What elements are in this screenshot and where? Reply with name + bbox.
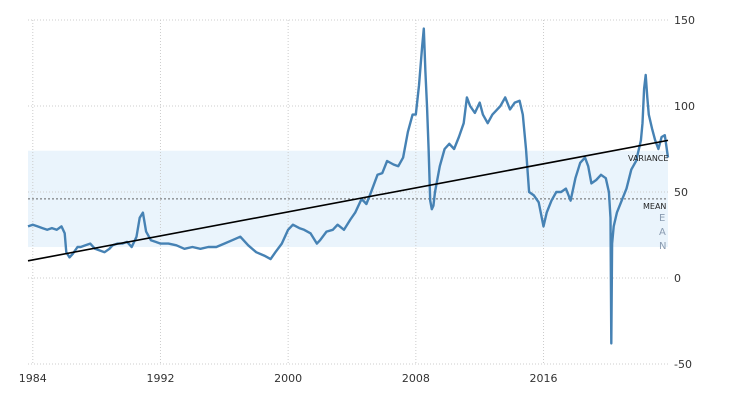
y-tick-label: 150 (674, 14, 695, 27)
variance-label: VARIANCE (628, 154, 668, 163)
y-tick-label: 0 (674, 272, 681, 285)
x-tick-label: 2016 (530, 372, 558, 385)
mean-label: MEAN (643, 202, 666, 211)
x-tick-label: 2008 (402, 372, 430, 385)
y-tick-label: 50 (674, 186, 688, 199)
x-tick-label: 1992 (146, 372, 174, 385)
mean-vertical-letter: N (659, 241, 666, 252)
mean-vertical-letter: A (659, 227, 666, 238)
y-tick-label: 100 (674, 100, 695, 113)
series-line (27, 27, 670, 345)
trend-line (27, 139, 669, 262)
x-tick-label: 2000 (274, 372, 302, 385)
y-tick-labels: 150 100 50 0 -50 (674, 14, 695, 371)
y-tick-label: -50 (674, 358, 692, 371)
mean-vertical-letter: E (659, 213, 665, 224)
x-tick-label: 1984 (19, 372, 47, 385)
x-tick-labels: 1984 1992 2000 2008 2016 (19, 372, 558, 385)
